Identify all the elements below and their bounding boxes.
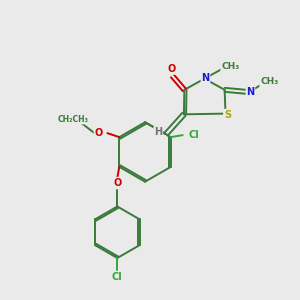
Text: O: O [94,128,103,138]
Text: O: O [167,64,175,74]
Text: O: O [113,178,122,188]
Text: CH₂CH₃: CH₂CH₃ [57,115,88,124]
Text: S: S [224,110,231,120]
Text: H: H [154,127,162,137]
Text: Cl: Cl [112,272,123,282]
Text: CH₃: CH₃ [260,77,278,86]
Text: N: N [201,73,209,83]
Text: Cl: Cl [188,130,199,140]
Text: CH₃: CH₃ [221,62,239,71]
Text: N: N [246,87,254,97]
